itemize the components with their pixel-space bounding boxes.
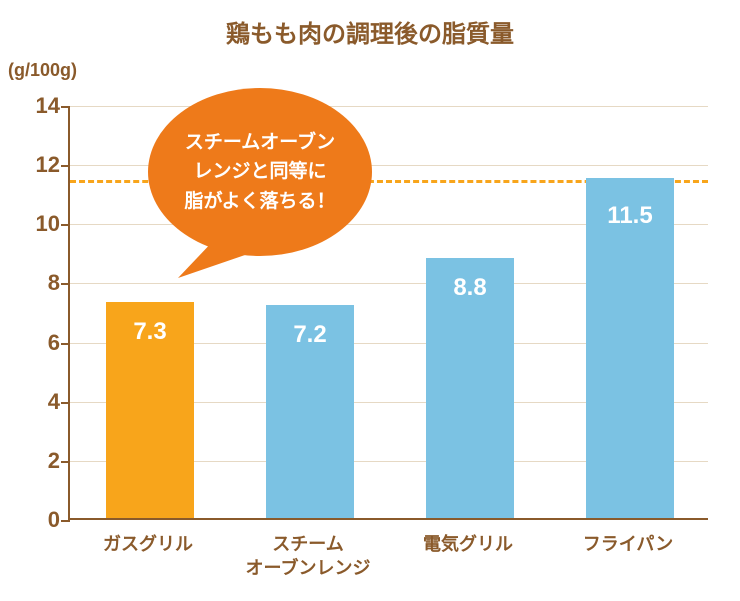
- y-tick-label: 0: [48, 507, 60, 533]
- gridline: [70, 106, 708, 107]
- bar: 7.3: [106, 302, 194, 518]
- y-tick-label: 14: [36, 93, 60, 119]
- y-tick-mark: [61, 402, 70, 404]
- fat-content-bar-chart: 鶏もも肉の調理後の脂質量 (g/100g) 7.3 7.2 8.8 11.5 スチーム…: [0, 0, 740, 601]
- y-tick-mark: [61, 106, 70, 108]
- x-category-label: スチーム オーブンレンジ: [228, 532, 388, 581]
- y-tick-mark: [61, 283, 70, 285]
- bar-value-label: 8.8: [426, 274, 514, 302]
- y-tick-mark: [61, 461, 70, 463]
- bar: 8.8: [426, 258, 514, 518]
- y-tick-label: 12: [36, 152, 60, 178]
- y-tick-mark: [61, 343, 70, 345]
- x-category-label: フライパン: [548, 532, 708, 556]
- x-category-label: ガスグリル: [68, 532, 228, 556]
- x-category-label: 電気グリル: [388, 532, 548, 556]
- y-tick-mark: [61, 165, 70, 167]
- y-tick-mark: [61, 224, 70, 226]
- y-tick-mark: [61, 520, 70, 522]
- bar: 11.5: [586, 178, 674, 518]
- bar-value-label: 11.5: [586, 202, 674, 230]
- callout-bubble: スチームオーブン レンジと同等に 脂がよく落ちる！: [148, 88, 372, 256]
- y-axis-unit-label: (g/100g): [8, 60, 77, 81]
- callout-text: スチームオーブン レンジと同等に 脂がよく落ちる！: [184, 128, 335, 216]
- y-tick-label: 10: [36, 211, 60, 237]
- y-tick-label: 8: [48, 270, 60, 296]
- bar-value-label: 7.2: [266, 321, 354, 349]
- chart-title: 鶏もも肉の調理後の脂質量: [0, 14, 740, 49]
- y-tick-label: 2: [48, 448, 60, 474]
- bar-value-label: 7.3: [106, 318, 194, 346]
- y-tick-label: 4: [48, 389, 60, 415]
- bar: 7.2: [266, 305, 354, 518]
- y-tick-label: 6: [48, 330, 60, 356]
